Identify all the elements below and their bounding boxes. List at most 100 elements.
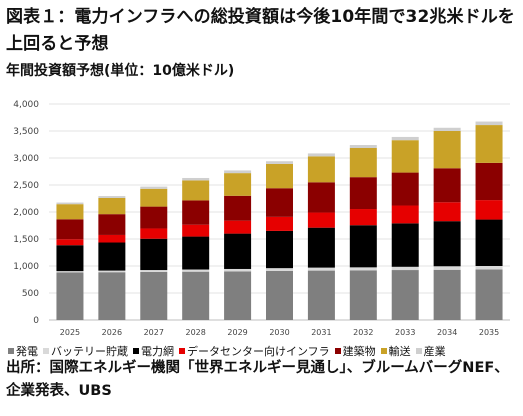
bar-segment [224, 233, 252, 269]
x-tick-label: 2030 [269, 328, 289, 337]
x-tick-label: 2026 [102, 328, 122, 337]
bar-segment [266, 216, 293, 231]
bar-segment [433, 269, 461, 320]
x-tick-label: 2032 [353, 328, 373, 337]
bar-segment [98, 270, 126, 273]
bar-segment [98, 234, 126, 243]
y-tick-label: 500 [22, 289, 39, 299]
y-tick-label: 2,500 [13, 181, 39, 191]
bar-segment [140, 271, 168, 320]
bar-segment [433, 221, 461, 267]
bar-segment [56, 204, 84, 220]
bar-segment [98, 272, 126, 320]
bar-segment [182, 180, 210, 201]
legend-item: データセンター向けインフラ [179, 343, 330, 359]
bar-segment [266, 270, 293, 320]
bar-segment [98, 242, 126, 271]
legend-label: 産業 [423, 345, 446, 358]
bar-segment [307, 153, 335, 157]
x-tick-label: 2028 [186, 328, 206, 337]
bar-segment [307, 267, 335, 271]
stacked-bar-chart: 0 500 1,000 1,500 2,000 2,500 3,000 3,500 4,000 2… [13, 100, 510, 337]
bar-segment [182, 269, 210, 272]
bar-segment [433, 131, 461, 169]
bar-segment [307, 182, 335, 213]
bar-segment [475, 266, 503, 270]
y-tick-label: 3,500 [13, 127, 39, 137]
y-tick-label: 0 [33, 316, 39, 326]
bar-segment [391, 140, 419, 173]
bar-segment [182, 271, 210, 320]
legend-label: 電力網 [141, 345, 174, 358]
bar-segment [266, 268, 293, 271]
bar-segment [307, 227, 335, 268]
bar-segment [140, 238, 168, 271]
x-tick-label: 2033 [395, 328, 415, 337]
bar-segment [266, 163, 293, 189]
bar-segment [98, 214, 126, 235]
y-tick-label: 2,000 [13, 208, 39, 218]
legend-label: 建築物 [342, 345, 376, 358]
bar-segment [391, 266, 419, 271]
bar-segment [307, 212, 335, 228]
bar-segment [56, 239, 84, 246]
y-tick-label: 3,000 [13, 154, 39, 164]
bar-segment [266, 161, 293, 164]
bar-segment [140, 186, 168, 189]
x-tick-label: 2031 [311, 328, 331, 337]
legend-item: 輸送 [380, 343, 411, 359]
bar-segment [349, 177, 377, 210]
bar-segment [433, 168, 461, 203]
bar-segment [433, 127, 461, 131]
bar-segment [391, 270, 419, 320]
bar-segment [224, 170, 252, 174]
legend-swatch [415, 348, 422, 354]
x-tick-label: 2035 [479, 328, 499, 337]
bar-segment [391, 136, 419, 141]
bar-segment [140, 206, 168, 229]
bar-segment [475, 269, 503, 320]
legend-label: バッテリー貯蔵 [51, 345, 128, 358]
bar-segment [98, 196, 126, 198]
bar-segment [224, 173, 252, 196]
legend-label: 発電 [16, 345, 38, 358]
bar-segment [56, 272, 84, 320]
bar-segment [307, 270, 335, 320]
x-tick-label: 2027 [144, 328, 164, 337]
bar-segment [349, 145, 377, 149]
bar-segment [140, 188, 168, 207]
bar-segment [307, 156, 335, 183]
bar-segment [475, 200, 503, 220]
bar-segment [182, 177, 210, 181]
bar-segment [182, 200, 210, 225]
legend-swatch [179, 348, 185, 354]
bar-segment [182, 236, 210, 270]
bar-segment [349, 267, 377, 271]
bar-segment [433, 202, 461, 222]
bar-segment [98, 197, 126, 215]
bar-segment [182, 224, 210, 237]
bar-segment [266, 230, 293, 269]
bar-segment [391, 223, 419, 267]
legend-swatch [133, 348, 139, 354]
x-tick-label: 2025 [60, 328, 80, 337]
x-tick-label: 2029 [227, 328, 247, 337]
legend-label: データセンター向けインフラ [187, 345, 330, 358]
bar-segment [349, 270, 377, 320]
bar-segment [475, 121, 503, 126]
bar-segment [56, 245, 84, 272]
bar-segment [224, 271, 252, 320]
legend-swatch [8, 348, 14, 354]
bar-segment [56, 202, 84, 205]
legend-item: 建築物 [334, 343, 376, 359]
bar-segment [349, 209, 377, 226]
bar-segment [56, 271, 84, 273]
bar-segment [349, 225, 377, 268]
y-tick-label: 4,000 [13, 100, 39, 110]
legend-item: バッテリー貯蔵 [43, 343, 128, 359]
legend-item: 電力網 [133, 343, 174, 359]
bar-segment [349, 148, 377, 178]
legend-swatch [380, 348, 387, 354]
legend-item: 発電 [8, 343, 38, 359]
bar-segment [391, 172, 419, 206]
